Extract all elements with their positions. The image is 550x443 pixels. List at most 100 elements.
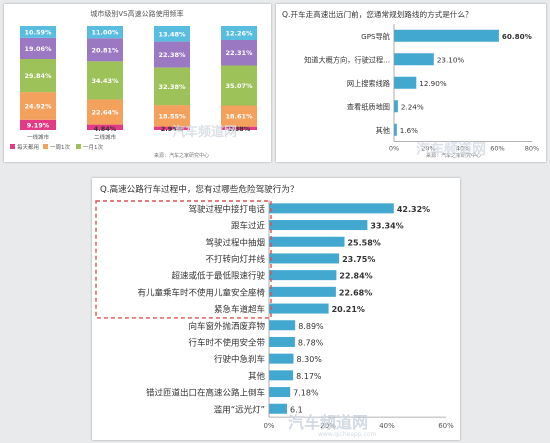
- category-label: 紧急车道超车: [214, 304, 265, 315]
- panel-dangerous-driving: Q.高速公路行车过程中，您有过哪些危险驾驶行为？ 驾驶过程中接打电话 42.32% 跟…: [92, 178, 460, 440]
- bar-value-label: 8.30%: [296, 355, 322, 364]
- category-label: 一线城市: [27, 133, 50, 141]
- bar-value-label: 22.38%: [158, 51, 186, 59]
- bar-value-label: 8.89%: [298, 322, 324, 331]
- bar-value-label: 8.78%: [298, 338, 324, 347]
- highlight-box: [95, 200, 272, 319]
- bar-segment: [20, 37, 56, 59]
- bar-segment: [221, 105, 257, 127]
- category-label: 行车时不使用安全带: [188, 337, 265, 348]
- bar-value-label: 22.68%: [339, 288, 372, 297]
- bar-value-label: 7.18%: [293, 389, 319, 398]
- bar-value-label: 19.06%: [24, 45, 52, 53]
- bar-value-label: 42.32%: [397, 205, 430, 214]
- bar-value-label: 33.34%: [370, 222, 403, 231]
- x-tick-label: 60%: [438, 422, 454, 430]
- bar-segment: [154, 105, 190, 127]
- bar-value-label: 24.92%: [24, 102, 52, 110]
- legend-label: 一月1次: [83, 143, 103, 151]
- bar-segment: [154, 67, 190, 106]
- x-tick-label: 60%: [490, 145, 504, 153]
- legend-swatch: [10, 144, 15, 149]
- chart-title: 城市级别VS高速公路使用频率: [90, 9, 183, 18]
- bar-value-label: 12.90%: [419, 79, 447, 88]
- bar-segment: [87, 124, 123, 130]
- category-label: 超速或低于最低限速行驶: [171, 271, 265, 282]
- bar-segment: [221, 40, 257, 66]
- legend-label: 一周1次: [50, 143, 70, 151]
- bar: [394, 76, 417, 89]
- bar-segment: [154, 126, 190, 130]
- bar-value-label: 34.43%: [91, 77, 119, 85]
- legend-swatch: [43, 144, 48, 149]
- bar-value-label: 4.84%: [94, 125, 117, 133]
- category-label: 驾驶过程中接打电话: [188, 204, 265, 215]
- source-label: 来源：汽车之家研究中心: [426, 152, 481, 159]
- watermark: 汽车频道网: [172, 124, 237, 140]
- category-label: 其他: [248, 371, 266, 382]
- category-label: 网上搜索线路: [347, 79, 390, 88]
- bar-segment: [20, 119, 56, 130]
- category-label: 错过匝道出口在高速公路上倒车: [146, 388, 265, 399]
- bar-segment: [20, 58, 56, 93]
- bar-segment: [154, 41, 190, 68]
- bar-value-label: 32.38%: [158, 83, 186, 91]
- bar-value-label: 22.84%: [339, 272, 372, 281]
- category-label: 滥用“远光灯”: [214, 404, 265, 415]
- bar: [269, 270, 337, 281]
- category-label: GPS导航: [361, 32, 390, 41]
- x-tick-label: 40%: [456, 145, 470, 153]
- x-tick-label: 20%: [421, 145, 435, 153]
- source-label: 来源：汽车之家研究中心: [154, 152, 209, 159]
- route-planning-chart: Q.开车走高速出远门前，您通常规划路线的方式是什么？ GPS导航 60.80% 知道大…: [282, 9, 539, 159]
- bar: [269, 220, 368, 231]
- bar-value-label: 20.21%: [332, 305, 365, 314]
- bar-value-label: 25.58%: [347, 238, 380, 247]
- bar: [394, 123, 397, 136]
- bar-value-label: 18.61%: [225, 113, 253, 121]
- bar-value-label: 1.6%: [400, 126, 418, 135]
- bar: [269, 403, 287, 414]
- bar-segment: [20, 26, 56, 38]
- bar-value-label: 8.17%: [296, 372, 322, 381]
- bar-value-label: 22.31%: [225, 49, 253, 57]
- legend-label: 每天都用: [17, 143, 39, 151]
- category-label: 知道大概方向，行驶过程...: [304, 55, 390, 64]
- watermark: 汽车频道网: [288, 413, 368, 432]
- bar-value-label: 2.24%: [401, 102, 424, 111]
- category-label: 查看纸质地图: [347, 102, 390, 111]
- bar: [269, 303, 329, 314]
- bar-segment: [221, 26, 257, 40]
- bar: [269, 320, 296, 331]
- x-tick-label: 0%: [389, 145, 399, 153]
- bar: [269, 353, 294, 364]
- bar-value-label: 35.07%: [225, 82, 253, 90]
- bar-value-label: 18.55%: [158, 112, 186, 120]
- bar: [269, 336, 295, 347]
- bar-value-label: 12.26%: [225, 30, 253, 38]
- panel-city-usage: 城市级别VS高速公路使用频率 9.19% 24.92% 29.84% 19.06% 10.…: [4, 4, 271, 162]
- bar: [394, 100, 398, 113]
- category-label: 行驶中急刹车: [214, 354, 265, 365]
- bar: [269, 236, 345, 247]
- stacked-bar-chart: 城市级别VS高速公路使用频率 9.19% 24.92% 29.84% 19.06% 10.…: [10, 9, 257, 159]
- chart-title: Q.开车走高速出远门前，您通常规划路线的方式是什么？: [282, 9, 473, 19]
- watermark: 汽车频道网: [416, 141, 486, 158]
- x-tick-label: 80%: [525, 145, 539, 153]
- bar-segment: [87, 61, 123, 100]
- bar: [269, 253, 340, 264]
- bar: [269, 387, 291, 398]
- dangerous-driving-chart: Q.高速公路行车过程中，您有过哪些危险驾驶行为？ 驾驶过程中接打电话 42.32% 跟…: [95, 183, 454, 438]
- watermark-url: www.qicheapp.com: [318, 431, 377, 438]
- bar-value-label: 9.19%: [27, 121, 50, 129]
- bar: [394, 29, 499, 42]
- bar-segment: [87, 26, 123, 39]
- bar-value-label: 13.48%: [158, 30, 186, 38]
- bar-segment: [87, 38, 123, 62]
- bar-value-label: 11.00%: [91, 29, 119, 37]
- bar-value-label: 10.59%: [24, 28, 52, 36]
- bar-segment: [87, 99, 123, 125]
- bar-value-label: 6.1: [290, 405, 303, 414]
- category-label: 向车窗外抛洒废弃物: [188, 321, 265, 332]
- bar-value-label: 2.94%: [161, 125, 184, 133]
